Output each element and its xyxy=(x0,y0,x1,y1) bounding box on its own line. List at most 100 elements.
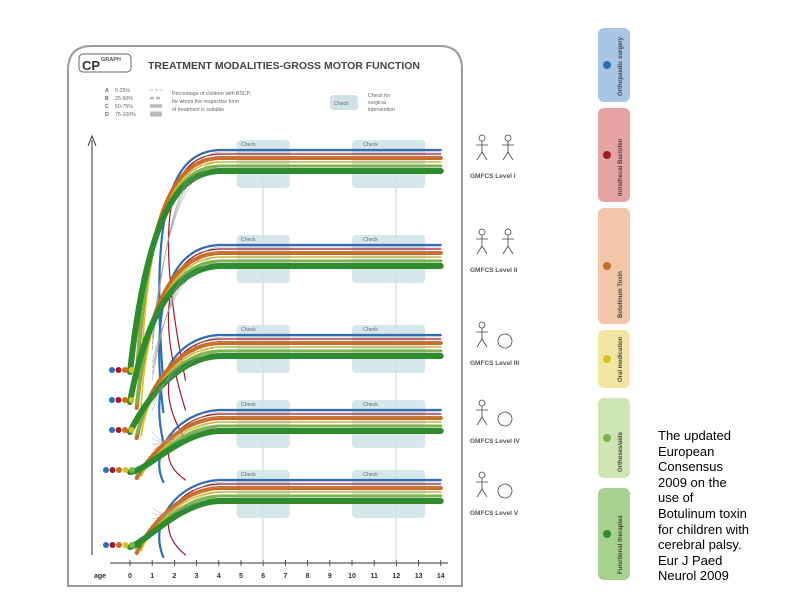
modality-tab-label: Oral medication xyxy=(618,336,624,382)
child-figure-icon xyxy=(476,328,488,348)
legend-letter-c: C xyxy=(105,104,109,110)
start-dot xyxy=(122,542,129,548)
start-dot xyxy=(116,467,122,473)
start-dot xyxy=(109,367,115,373)
wheelchair-icon xyxy=(497,483,513,499)
modality-tab xyxy=(598,398,630,478)
start-dot xyxy=(129,542,135,548)
gmfcs-levels: GMFCS Level I GMFCS Level II GMFCS Level I… xyxy=(470,134,521,517)
modality-dot xyxy=(603,530,611,538)
legend-desc-1: Percentage of children with BSCP, xyxy=(172,91,251,97)
legend-letter-d: D xyxy=(105,112,109,118)
guide-line xyxy=(151,336,441,411)
guide-line xyxy=(152,481,441,526)
check-box-label: Check xyxy=(241,402,256,408)
x-tick-label: 4 xyxy=(217,573,221,580)
caption-line: Botulinum toxin xyxy=(658,505,747,521)
start-dot xyxy=(109,542,116,548)
caption-line: European xyxy=(658,443,715,459)
check-box-label: Check xyxy=(363,142,378,148)
start-dot xyxy=(109,397,115,403)
figure-frame xyxy=(67,45,463,587)
child-figure-icon xyxy=(504,134,512,142)
start-dot xyxy=(109,427,115,433)
guide-line xyxy=(152,346,441,399)
caption-line: Neurol 2009 xyxy=(658,568,729,584)
start-dot xyxy=(122,467,129,473)
start-dot xyxy=(115,397,122,403)
start-dot xyxy=(103,542,109,548)
modality-tab xyxy=(598,108,630,202)
caption-line: Eur J Paed xyxy=(658,552,723,568)
legend-range-c: 50-75% xyxy=(115,104,133,110)
guide-line xyxy=(151,246,441,381)
start-dot xyxy=(128,367,135,373)
start-dot xyxy=(115,427,122,433)
modality-tab xyxy=(598,28,630,102)
child-figure-icon xyxy=(476,406,488,426)
treatment-curve xyxy=(140,256,442,407)
start-dot xyxy=(103,467,109,473)
modality-tab-label: Intrathecal Baclofen xyxy=(618,138,624,196)
caption-line: Consensus xyxy=(658,459,724,475)
legend-letter-a: A xyxy=(105,88,109,94)
gmfcs-level-label: GMFCS Level V xyxy=(470,510,519,517)
guide-line xyxy=(151,166,441,333)
child-figure-icon xyxy=(478,471,486,479)
modality-dot xyxy=(603,434,611,442)
logo-box xyxy=(78,53,132,73)
caption-line: for children with xyxy=(658,521,750,537)
guide-line xyxy=(152,421,441,442)
modality-tab xyxy=(598,208,630,324)
wheelchair-icon xyxy=(497,333,513,349)
child-figure-icon xyxy=(476,235,488,255)
legend-check-box xyxy=(330,95,358,110)
caption-line: use of xyxy=(658,490,694,506)
modality-dot xyxy=(603,355,611,363)
start-dot xyxy=(135,542,142,548)
legend-desc-2: for whom the respective form xyxy=(172,99,239,105)
child-figure-icon xyxy=(476,141,488,161)
gmfcs-level-label: GMFCS Level IV xyxy=(470,438,521,445)
legend-letter-b: B xyxy=(105,96,109,102)
guide-line xyxy=(151,251,441,375)
child-figure-icon xyxy=(476,478,488,498)
check-box-label: Check xyxy=(363,472,378,478)
guide-line xyxy=(151,341,441,405)
caption-line: The updated xyxy=(658,428,732,443)
x-tick-label: 1 xyxy=(150,573,154,580)
modality-tabs: Orthopaedic surgery Intrathecal Baclofen B… xyxy=(598,28,630,580)
modality-dot xyxy=(603,61,611,69)
legend-range-b: 25-50% xyxy=(115,96,133,102)
treatment-curve xyxy=(127,168,444,375)
legend-range-d: 75-100% xyxy=(115,112,136,118)
guide-line xyxy=(151,161,441,339)
gmfcs-level-label: GMFCS Level I xyxy=(470,173,516,180)
x-axis-label: age xyxy=(94,573,106,580)
start-dot xyxy=(122,427,128,433)
gmfcs-level-label: GMFCS Level II xyxy=(470,267,518,274)
wheelchair-icon xyxy=(497,411,513,427)
guide-line xyxy=(152,496,441,514)
modality-tab xyxy=(598,330,630,388)
check-box-label: Check xyxy=(241,237,256,243)
y-axis-arrow xyxy=(87,134,97,147)
x-tick-label: 12 xyxy=(393,573,401,580)
logo-graph: GRAPH xyxy=(101,57,121,63)
modality-dot xyxy=(603,262,611,270)
legend-check-label: Check xyxy=(334,101,349,107)
modality-tab-label: Functional therapies xyxy=(618,515,624,574)
modality-tab-label: Botulinum Toxin xyxy=(618,271,624,318)
modality-tab-label: Orthopaedic surgery xyxy=(618,36,624,96)
guide-line xyxy=(151,261,441,363)
check-box-label: Check xyxy=(241,327,256,333)
treatment-curve xyxy=(158,478,442,559)
logo-cp: CP xyxy=(82,58,100,73)
child-figure-icon xyxy=(478,321,486,329)
check-boxes: Check Check Check Check Check Check Check Check… xyxy=(236,140,426,518)
x-tick-label: 3 xyxy=(195,573,199,580)
x-tick-label: 9 xyxy=(328,573,332,580)
treatment-curve xyxy=(140,346,442,437)
child-figure-icon xyxy=(478,228,486,236)
